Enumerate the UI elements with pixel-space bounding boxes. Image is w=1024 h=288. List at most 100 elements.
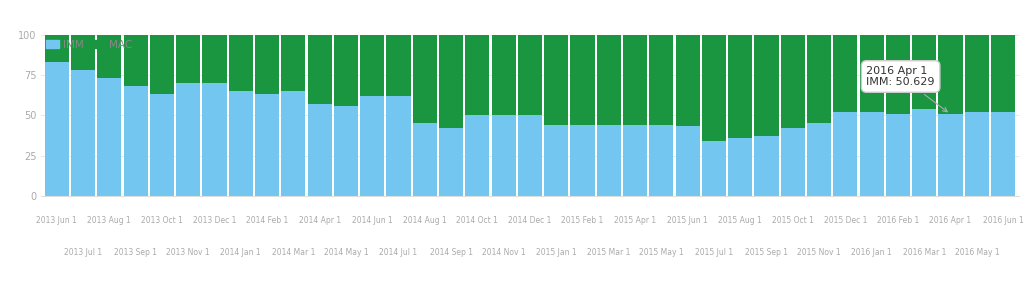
- Bar: [360, 35, 384, 96]
- Bar: [71, 35, 95, 70]
- Bar: [176, 83, 201, 196]
- Bar: [255, 94, 280, 196]
- Text: 2015 Oct 1: 2015 Oct 1: [772, 216, 814, 225]
- Bar: [360, 96, 384, 196]
- Bar: [597, 35, 621, 125]
- Bar: [623, 125, 647, 196]
- Bar: [465, 35, 489, 115]
- Text: 2015 Nov 1: 2015 Nov 1: [798, 248, 841, 257]
- Bar: [728, 35, 753, 138]
- Bar: [282, 91, 305, 196]
- Bar: [544, 125, 568, 196]
- Bar: [492, 35, 516, 115]
- Text: 2013 Dec 1: 2013 Dec 1: [193, 216, 237, 225]
- Bar: [755, 35, 778, 136]
- Bar: [780, 35, 805, 128]
- Bar: [728, 138, 753, 196]
- Bar: [965, 35, 989, 112]
- Text: 2015 Jun 1: 2015 Jun 1: [668, 216, 708, 225]
- Bar: [97, 78, 122, 196]
- Text: 2015 Dec 1: 2015 Dec 1: [823, 216, 867, 225]
- Bar: [518, 35, 542, 115]
- Text: 2016 Apr 1
IMM: 50.629: 2016 Apr 1 IMM: 50.629: [866, 66, 947, 112]
- Bar: [255, 35, 280, 94]
- Bar: [886, 35, 910, 113]
- Text: 2014 Jul 1: 2014 Jul 1: [380, 248, 418, 257]
- Bar: [413, 35, 437, 123]
- Bar: [938, 114, 963, 196]
- Bar: [45, 35, 69, 62]
- Bar: [649, 125, 674, 196]
- Text: 2014 Mar 1: 2014 Mar 1: [271, 248, 315, 257]
- Bar: [307, 35, 332, 104]
- Text: 2016 Jan 1: 2016 Jan 1: [851, 248, 892, 257]
- Text: 2014 Jun 1: 2014 Jun 1: [352, 216, 392, 225]
- Bar: [176, 35, 201, 83]
- Bar: [465, 115, 489, 196]
- Text: 2016 Feb 1: 2016 Feb 1: [877, 216, 920, 225]
- Bar: [886, 113, 910, 196]
- Text: 2015 May 1: 2015 May 1: [639, 248, 684, 257]
- Text: 2014 May 1: 2014 May 1: [324, 248, 369, 257]
- Bar: [518, 115, 542, 196]
- Bar: [45, 62, 69, 196]
- Bar: [676, 35, 699, 126]
- Text: 2014 Feb 1: 2014 Feb 1: [246, 216, 288, 225]
- Bar: [203, 83, 226, 196]
- Bar: [859, 112, 884, 196]
- Bar: [544, 35, 568, 125]
- Text: 2016 Mar 1: 2016 Mar 1: [902, 248, 946, 257]
- Text: 2013 Sep 1: 2013 Sep 1: [114, 248, 157, 257]
- Bar: [701, 35, 726, 141]
- Bar: [834, 35, 857, 112]
- Bar: [439, 128, 463, 196]
- Bar: [150, 35, 174, 94]
- Bar: [807, 35, 831, 123]
- Text: 2014 Apr 1: 2014 Apr 1: [299, 216, 341, 225]
- Text: 2015 Mar 1: 2015 Mar 1: [587, 248, 631, 257]
- Bar: [228, 91, 253, 196]
- Text: 2013 Nov 1: 2013 Nov 1: [166, 248, 210, 257]
- Text: 2013 Oct 1: 2013 Oct 1: [141, 216, 183, 225]
- Bar: [938, 35, 963, 114]
- Bar: [807, 123, 831, 196]
- Bar: [334, 35, 358, 105]
- Bar: [597, 125, 621, 196]
- Bar: [71, 70, 95, 196]
- Bar: [912, 35, 936, 109]
- Bar: [386, 96, 411, 196]
- Text: 2014 Nov 1: 2014 Nov 1: [482, 248, 525, 257]
- Bar: [97, 35, 122, 78]
- Bar: [203, 35, 226, 83]
- Bar: [701, 141, 726, 196]
- Text: 2014 Dec 1: 2014 Dec 1: [508, 216, 552, 225]
- Text: 2015 Aug 1: 2015 Aug 1: [719, 216, 762, 225]
- Text: 2015 Jan 1: 2015 Jan 1: [536, 248, 577, 257]
- Text: 2014 Aug 1: 2014 Aug 1: [402, 216, 446, 225]
- Bar: [124, 35, 147, 86]
- Bar: [124, 86, 147, 196]
- Bar: [413, 123, 437, 196]
- Bar: [439, 35, 463, 128]
- Bar: [334, 105, 358, 196]
- Bar: [570, 125, 595, 196]
- Text: 2013 Jul 1: 2013 Jul 1: [63, 248, 102, 257]
- Text: 2016 Jun 1: 2016 Jun 1: [983, 216, 1023, 225]
- Text: 2014 Oct 1: 2014 Oct 1: [457, 216, 499, 225]
- Text: 2015 Apr 1: 2015 Apr 1: [614, 216, 656, 225]
- Text: 2014 Sep 1: 2014 Sep 1: [429, 248, 472, 257]
- Bar: [492, 115, 516, 196]
- Bar: [991, 112, 1015, 196]
- Bar: [965, 112, 989, 196]
- Bar: [755, 136, 778, 196]
- Bar: [649, 35, 674, 125]
- Bar: [623, 35, 647, 125]
- Bar: [859, 35, 884, 112]
- Text: 2015 Jul 1: 2015 Jul 1: [695, 248, 733, 257]
- Text: 2013 Jun 1: 2013 Jun 1: [37, 216, 77, 225]
- Legend: IMM, MAC: IMM, MAC: [46, 40, 132, 50]
- Text: 2013 Aug 1: 2013 Aug 1: [87, 216, 131, 225]
- Text: 2014 Jan 1: 2014 Jan 1: [220, 248, 261, 257]
- Bar: [676, 126, 699, 196]
- Bar: [307, 104, 332, 196]
